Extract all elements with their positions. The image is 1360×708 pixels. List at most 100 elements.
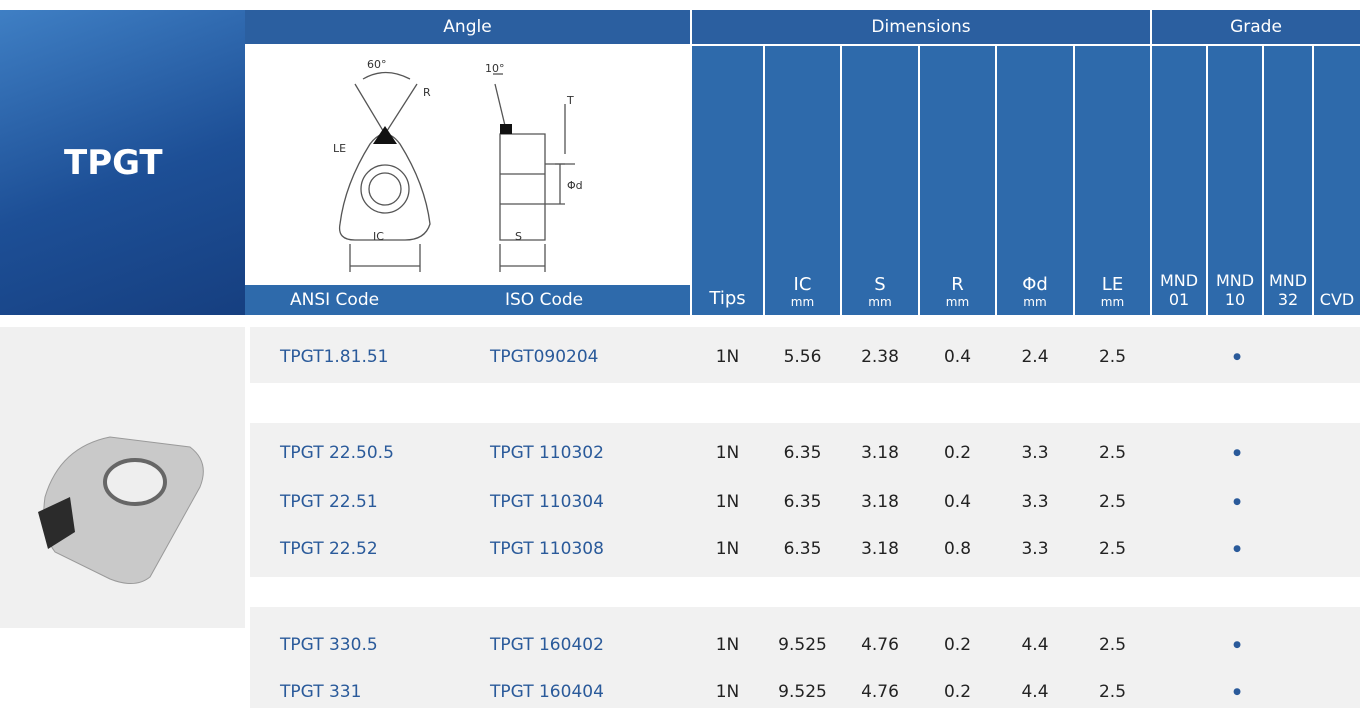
cell-tips: 1N: [715, 539, 740, 559]
column-name: Φd: [1022, 274, 1048, 295]
column-unit: mm: [1100, 295, 1125, 309]
diagram-label: R: [423, 86, 431, 99]
cell-iso: TPGT090204: [490, 347, 599, 367]
cell-ansi: TPGT 22.52: [280, 539, 378, 559]
cell-d: 3.3: [1021, 539, 1049, 559]
cell-tips: 1N: [715, 635, 740, 655]
dimension-column-header: Tips: [692, 46, 763, 315]
cell-r: 0.2: [943, 682, 972, 702]
column-unit: mm: [868, 295, 892, 309]
row-group: [250, 607, 1360, 708]
hole: [360, 164, 410, 214]
group-header: Angle: [245, 10, 690, 44]
column-name: LE: [1101, 274, 1124, 295]
cell-ic: 5.56: [783, 347, 822, 367]
cell-r: 0.2: [943, 443, 972, 463]
group-header: Grade: [1152, 10, 1360, 44]
cell-ansi: TPGT1.81.51: [280, 347, 389, 367]
cell-le: 2.5: [1098, 443, 1127, 463]
diagram-label: 10°: [485, 62, 505, 75]
cell-ansi: TPGT 331: [280, 682, 362, 702]
cell-iso: TPGT 160402: [490, 635, 604, 655]
column-name: IC: [793, 274, 812, 295]
cell-mnd10: ●: [1233, 497, 1241, 507]
cell-le: 2.5: [1098, 635, 1127, 655]
cell-ansi: TPGT 22.50.5: [280, 443, 394, 463]
insert-image: [38, 436, 204, 584]
cell-s: 4.76: [861, 635, 899, 655]
cell-d: 4.4: [1021, 635, 1049, 655]
cell-iso: TPGT 110308: [490, 539, 604, 559]
diagram-area: 60° R LE IC 10° T Φd S: [245, 44, 690, 285]
row-group: [250, 423, 1360, 577]
cell-r: 0.2: [943, 635, 972, 655]
cell-iso: TPGT 110302: [490, 443, 604, 463]
diagram-label: Φd: [567, 179, 583, 192]
hole-inner: [368, 172, 402, 206]
cell-le: 2.5: [1098, 682, 1127, 702]
drawing: [338, 71, 575, 272]
angle-lines: [354, 83, 418, 136]
insert-hole: [103, 458, 167, 506]
dimension-column-header: Φd mm: [997, 46, 1073, 315]
cell-d: 3.3: [1021, 443, 1049, 463]
insert-tip: [38, 497, 75, 549]
column-name: Tips: [709, 288, 746, 309]
side-view: [499, 133, 546, 241]
grade-column-header: MND 32: [1264, 46, 1312, 315]
column-unit: mm: [945, 295, 970, 309]
cell-ansi: TPGT 22.51: [280, 492, 378, 512]
column-name: S: [874, 274, 886, 295]
cell-ic: 6.35: [783, 443, 822, 463]
group-header: Dimensions: [692, 10, 1150, 44]
product-image: [0, 327, 245, 628]
code-header-band: [245, 285, 690, 315]
column-unit: mm: [1023, 295, 1047, 309]
tip-side: [500, 124, 512, 134]
cell-ic: 6.35: [783, 492, 822, 512]
tip: [373, 126, 397, 144]
diagram-label: 60°: [367, 58, 387, 71]
cell-d: 4.4: [1021, 682, 1049, 702]
cell-iso: TPGT 110304: [490, 492, 604, 512]
diagram-label: LE: [333, 142, 346, 155]
cell-s: 3.18: [861, 492, 899, 512]
cell-r: 0.4: [943, 492, 972, 512]
grade-column-header: MND 01: [1152, 46, 1206, 315]
cell-ic: 9.525: [778, 635, 827, 655]
diagram: 60° R LE IC 10° T Φd S: [333, 58, 583, 272]
column-unit: mm: [790, 295, 815, 309]
cell-d: 2.4: [1021, 347, 1049, 367]
product-title: TPGT: [0, 10, 245, 315]
cell-ic: 9.525: [778, 682, 827, 702]
cell-mnd10: ●: [1233, 352, 1241, 362]
cell-iso: TPGT 160404: [490, 682, 604, 702]
diagram-label: T: [566, 94, 574, 107]
diagram-label: S: [515, 230, 522, 243]
cell-s: 3.18: [861, 539, 899, 559]
row-group: [250, 327, 1360, 383]
insert-outline: [338, 133, 431, 241]
cell-mnd10: ●: [1233, 687, 1241, 697]
grade-column-header: CVD: [1314, 46, 1360, 315]
cell-tips: 1N: [715, 682, 740, 702]
cell-s: 4.76: [861, 682, 899, 702]
cell-s: 2.38: [861, 347, 899, 367]
cell-le: 2.5: [1098, 492, 1127, 512]
cell-ic: 6.35: [783, 539, 822, 559]
diagram-label: IC: [373, 230, 384, 243]
cell-r: 0.4: [943, 347, 972, 367]
cell-mnd10: ●: [1233, 448, 1241, 458]
cell-mnd10: ●: [1233, 640, 1241, 650]
cell-tips: 1N: [715, 492, 740, 512]
angle-arc: [362, 71, 411, 80]
cell-tips: 1N: [715, 443, 740, 463]
cell-tips: 1N: [715, 347, 740, 367]
cell-le: 2.5: [1098, 347, 1127, 367]
code-column-header: ANSI Code: [290, 290, 380, 310]
cell-le: 2.5: [1098, 539, 1127, 559]
code-column-header: ISO Code: [505, 290, 584, 310]
